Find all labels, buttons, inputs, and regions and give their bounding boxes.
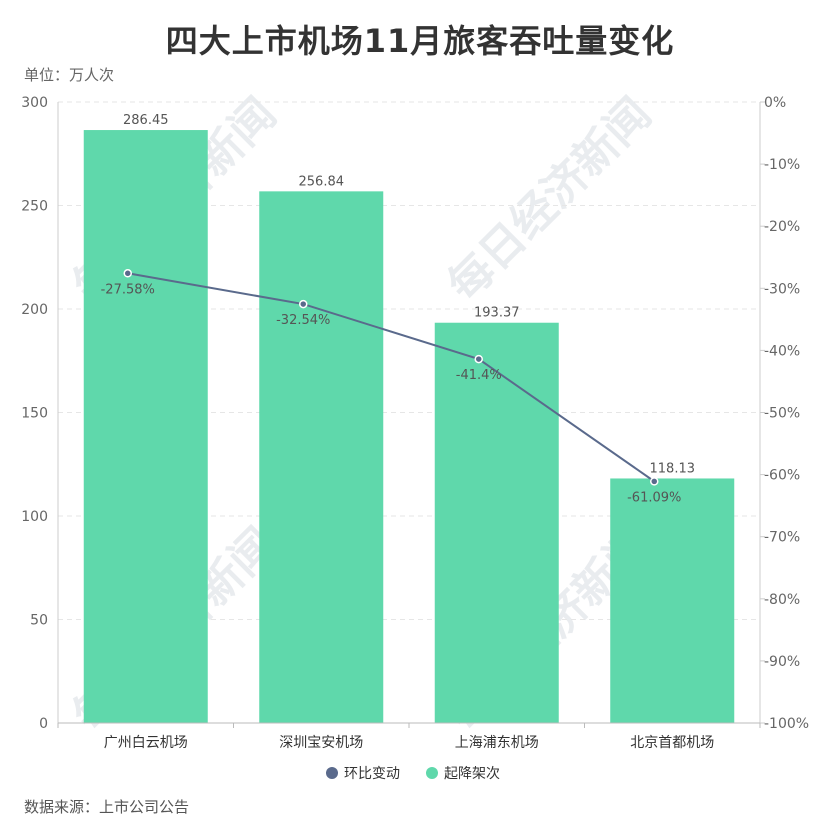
right-tick-label: -20% [764,219,800,235]
left-tick-label: 50 [30,613,48,629]
bar [434,322,559,723]
chart-title: 四大上市机场11月旅客吞吐量变化 [165,22,675,60]
right-tick-label: -90% [764,654,800,670]
legend-label: 环比变动 [344,766,400,782]
bar-data-label: 256.84 [299,174,345,189]
left-tick-label: 0 [39,716,48,732]
right-tick-label: -50% [764,406,800,422]
legend-label: 起降架次 [444,766,500,782]
line-data-label: -61.09% [627,490,681,505]
right-tick-label: -30% [764,281,800,297]
left-tick-label: 100 [21,509,48,525]
x-category-label: 北京首都机场 [630,735,714,751]
x-category-label: 广州白云机场 [104,735,188,751]
left-tick-label: 150 [21,406,48,422]
line-point [123,269,132,278]
x-category-label: 上海浦东机场 [455,735,539,751]
watermark-text: 每日经济新闻 [438,88,661,311]
bar-data-label: 118.13 [650,461,696,476]
right-tick-label: -80% [764,592,800,608]
line-data-label: -41.4% [456,368,502,383]
source-note: 数据来源：上市公司公告 [24,798,190,816]
line-point [299,299,308,309]
left-tick-label: 200 [21,302,48,318]
bar-data-label: 193.37 [474,306,520,321]
legend-marker [426,767,438,779]
bar [259,191,384,724]
line-data-label: -32.54% [276,313,330,328]
bar [83,130,208,724]
left-tick-label: 300 [21,95,48,111]
line-series: -27.58% -32.54% -41.4% -61.09% [101,269,681,505]
bar [610,478,735,723]
line-point [650,477,659,486]
right-tick-label: -40% [764,343,800,359]
right-tick-label: -70% [764,530,800,546]
line-point [474,354,483,364]
right-tick-label: -10% [764,157,800,173]
bar-data-label: 286.45 [123,113,169,128]
left-tick-label: 250 [21,199,48,215]
legend: 环比变动 起降架次 [326,766,500,782]
line-path [127,272,655,483]
line-data-label: -27.58% [101,282,155,297]
right-tick-label: 0% [764,95,786,111]
right-tick-label: -60% [764,468,800,484]
unit-label: 单位：万人次 [24,66,115,84]
combo-chart: 每日经济新闻每日经济新闻每日经济新闻每日经济新闻 286.45256.84193… [21,88,809,782]
axes: 0 50 100 150 200 250 300 0% -10% -20% -30% -40% -50%… [21,95,809,751]
right-tick-label: -100% [764,716,809,732]
legend-marker [326,767,338,779]
x-category-label: 深圳宝安机场 [279,735,363,751]
bar-series: 286.45 256.84 193.37 118.13 [83,113,735,724]
